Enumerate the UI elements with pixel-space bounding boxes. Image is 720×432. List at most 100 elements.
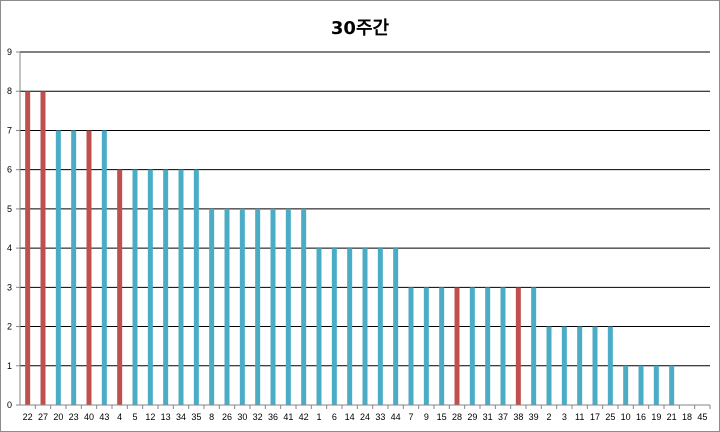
x-tick-label: 8 <box>209 412 214 422</box>
x-tick-label: 3 <box>562 412 567 422</box>
y-tick-label: 5 <box>7 204 12 214</box>
x-tick-label: 42 <box>299 412 309 422</box>
x-tick-label: 18 <box>682 412 692 422</box>
x-tick-label: 17 <box>590 412 600 422</box>
x-tick-label: 20 <box>53 412 63 422</box>
y-tick-label: 1 <box>7 361 12 371</box>
x-tick-label: 23 <box>69 412 79 422</box>
y-tick-label: 0 <box>7 400 12 410</box>
bar <box>316 248 322 405</box>
y-tick-label: 9 <box>7 47 12 57</box>
bar <box>531 287 537 405</box>
x-tick-label: 15 <box>437 412 447 422</box>
bar <box>285 208 291 405</box>
x-tick-label: 5 <box>132 412 137 422</box>
bar <box>178 169 184 405</box>
bar <box>25 91 31 405</box>
x-tick-label: 34 <box>176 412 186 422</box>
bar <box>454 287 460 405</box>
x-tick-label: 37 <box>498 412 508 422</box>
x-tick-label: 9 <box>424 412 429 422</box>
x-tick-label: 1 <box>316 412 321 422</box>
bar <box>331 248 337 405</box>
x-tick-label: 24 <box>360 412 370 422</box>
bar <box>377 248 383 405</box>
x-tick-label: 33 <box>375 412 385 422</box>
bar <box>500 287 506 405</box>
bar <box>393 248 399 405</box>
x-tick-label: 2 <box>546 412 551 422</box>
bar <box>239 208 245 405</box>
x-tick-label: 28 <box>452 412 462 422</box>
x-tick-label: 10 <box>621 412 631 422</box>
x-tick-label: 35 <box>191 412 201 422</box>
x-tick-label: 31 <box>483 412 493 422</box>
x-tick-label: 19 <box>651 412 661 422</box>
x-tick-label: 27 <box>38 412 48 422</box>
bar <box>224 208 230 405</box>
x-tick-label: 16 <box>636 412 646 422</box>
bar <box>439 287 445 405</box>
bar <box>301 208 307 405</box>
y-tick-label: 2 <box>7 322 12 332</box>
bar <box>546 326 552 405</box>
y-tick-label: 8 <box>7 86 12 96</box>
y-tick-label: 4 <box>7 243 12 253</box>
x-tick-label: 7 <box>408 412 413 422</box>
bar <box>40 91 46 405</box>
x-tick-label: 45 <box>697 412 707 422</box>
bar <box>163 169 169 405</box>
x-tick-label: 13 <box>161 412 171 422</box>
x-tick-label: 4 <box>117 412 122 422</box>
bar <box>423 287 429 405</box>
x-tick-label: 38 <box>513 412 523 422</box>
bar <box>623 365 629 405</box>
bar <box>101 130 107 405</box>
x-tick-label: 44 <box>391 412 401 422</box>
bar <box>86 130 92 405</box>
x-tick-label: 11 <box>575 412 584 422</box>
x-tick-label: 6 <box>332 412 337 422</box>
x-tick-label: 36 <box>268 412 278 422</box>
bar <box>469 287 475 405</box>
bar <box>561 326 567 405</box>
x-tick-label: 29 <box>467 412 477 422</box>
x-tick-label: 39 <box>529 412 539 422</box>
bar <box>485 287 491 405</box>
y-tick-label: 6 <box>7 165 12 175</box>
x-tick-label: 22 <box>23 412 33 422</box>
x-tick-label: 41 <box>283 412 293 422</box>
bar <box>270 208 276 405</box>
y-tick-label: 7 <box>7 125 12 135</box>
bar <box>132 169 138 405</box>
x-tick-label: 12 <box>145 412 155 422</box>
x-tick-label: 14 <box>345 412 355 422</box>
bar <box>209 208 215 405</box>
bar <box>347 248 353 405</box>
bar <box>515 287 521 405</box>
bar <box>117 169 123 405</box>
bar <box>669 365 675 405</box>
bar <box>147 169 153 405</box>
y-tick-label: 3 <box>7 282 12 292</box>
bar <box>577 326 583 405</box>
x-tick-label: 21 <box>667 412 677 422</box>
bar <box>193 169 199 405</box>
bar <box>653 365 659 405</box>
bar <box>592 326 598 405</box>
x-tick-label: 30 <box>237 412 247 422</box>
x-tick-label: 43 <box>99 412 109 422</box>
x-tick-label: 26 <box>222 412 232 422</box>
x-tick-label: 32 <box>253 412 263 422</box>
bar <box>71 130 77 405</box>
bar <box>362 248 368 405</box>
chart-title: 30주간 <box>330 18 390 39</box>
bar <box>638 365 644 405</box>
bar <box>55 130 61 405</box>
x-tick-label: 25 <box>605 412 615 422</box>
bar <box>607 326 613 405</box>
bar <box>408 287 414 405</box>
x-tick-label: 40 <box>84 412 94 422</box>
bar <box>255 208 261 405</box>
